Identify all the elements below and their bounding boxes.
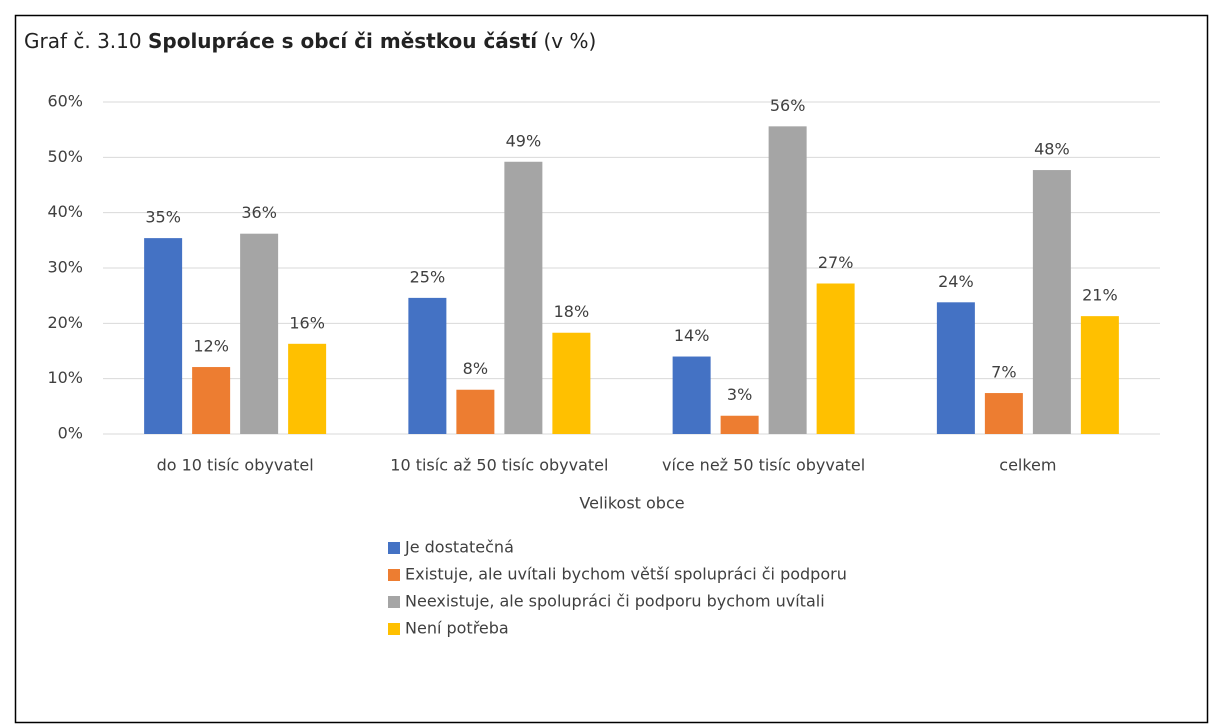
data-label: 7% (991, 363, 1016, 382)
legend-label: Existuje, ale uvítali bychom větší spolu… (405, 565, 847, 584)
legend-swatch (388, 569, 400, 581)
bar (504, 161, 543, 434)
data-label: 27% (818, 253, 854, 272)
data-label: 16% (289, 313, 325, 332)
data-label: 8% (463, 359, 488, 378)
bar (984, 393, 1023, 434)
legend-label: Není potřeba (405, 619, 509, 638)
bar (720, 415, 759, 434)
data-label: 35% (145, 208, 181, 227)
y-tick-label: 50% (47, 147, 83, 166)
bar (288, 343, 327, 434)
legend-swatch (388, 623, 400, 635)
data-label: 21% (1082, 286, 1118, 305)
data-label: 14% (674, 326, 710, 345)
data-label: 49% (506, 131, 542, 150)
data-label: 12% (193, 337, 229, 356)
y-tick-label: 40% (47, 202, 83, 221)
chart-title: Graf č. 3.10 Spolupráce s obcí či městko… (24, 29, 596, 53)
bar (456, 389, 495, 434)
y-tick-label: 60% (47, 92, 83, 111)
bar (768, 126, 807, 434)
bar (192, 367, 231, 434)
x-tick-label: celkem (999, 456, 1056, 475)
data-label: 56% (770, 96, 806, 115)
data-label: 3% (727, 385, 752, 404)
bar (816, 283, 855, 434)
y-tick-label: 30% (47, 258, 83, 277)
title-main: Spolupráce s obcí či městkou částí (148, 29, 538, 53)
data-label: 25% (410, 267, 446, 286)
bar (1032, 170, 1071, 434)
legend-label: Je dostatečná (404, 538, 514, 557)
title-suffix: (v %) (543, 29, 596, 53)
legend-swatch (388, 542, 400, 554)
x-axis-label: Velikost obce (579, 494, 684, 513)
bar (1080, 316, 1119, 434)
y-tick-label: 0% (58, 424, 83, 443)
title-prefix: Graf č. 3.10 (24, 29, 142, 53)
y-tick-label: 20% (47, 313, 83, 332)
bar (408, 297, 447, 434)
data-label: 48% (1034, 140, 1070, 159)
y-tick-label: 10% (47, 368, 83, 387)
x-tick-label: do 10 tisíc obyvatel (157, 456, 314, 475)
bar (672, 356, 711, 434)
frame (14, 14, 1209, 724)
bar (144, 238, 183, 434)
data-label: 36% (241, 203, 277, 222)
legend-swatch (388, 596, 400, 608)
bar (240, 233, 279, 434)
data-label: 18% (554, 302, 590, 321)
data-label: 24% (938, 272, 974, 291)
x-tick-label: více než 50 tisíc obyvatel (662, 456, 865, 475)
legend-label: Neexistuje, ale spolupráci či podporu by… (405, 592, 825, 611)
bar (936, 302, 975, 434)
bar (552, 332, 591, 434)
x-tick-label: 10 tisíc až 50 tisíc obyvatel (390, 456, 608, 475)
